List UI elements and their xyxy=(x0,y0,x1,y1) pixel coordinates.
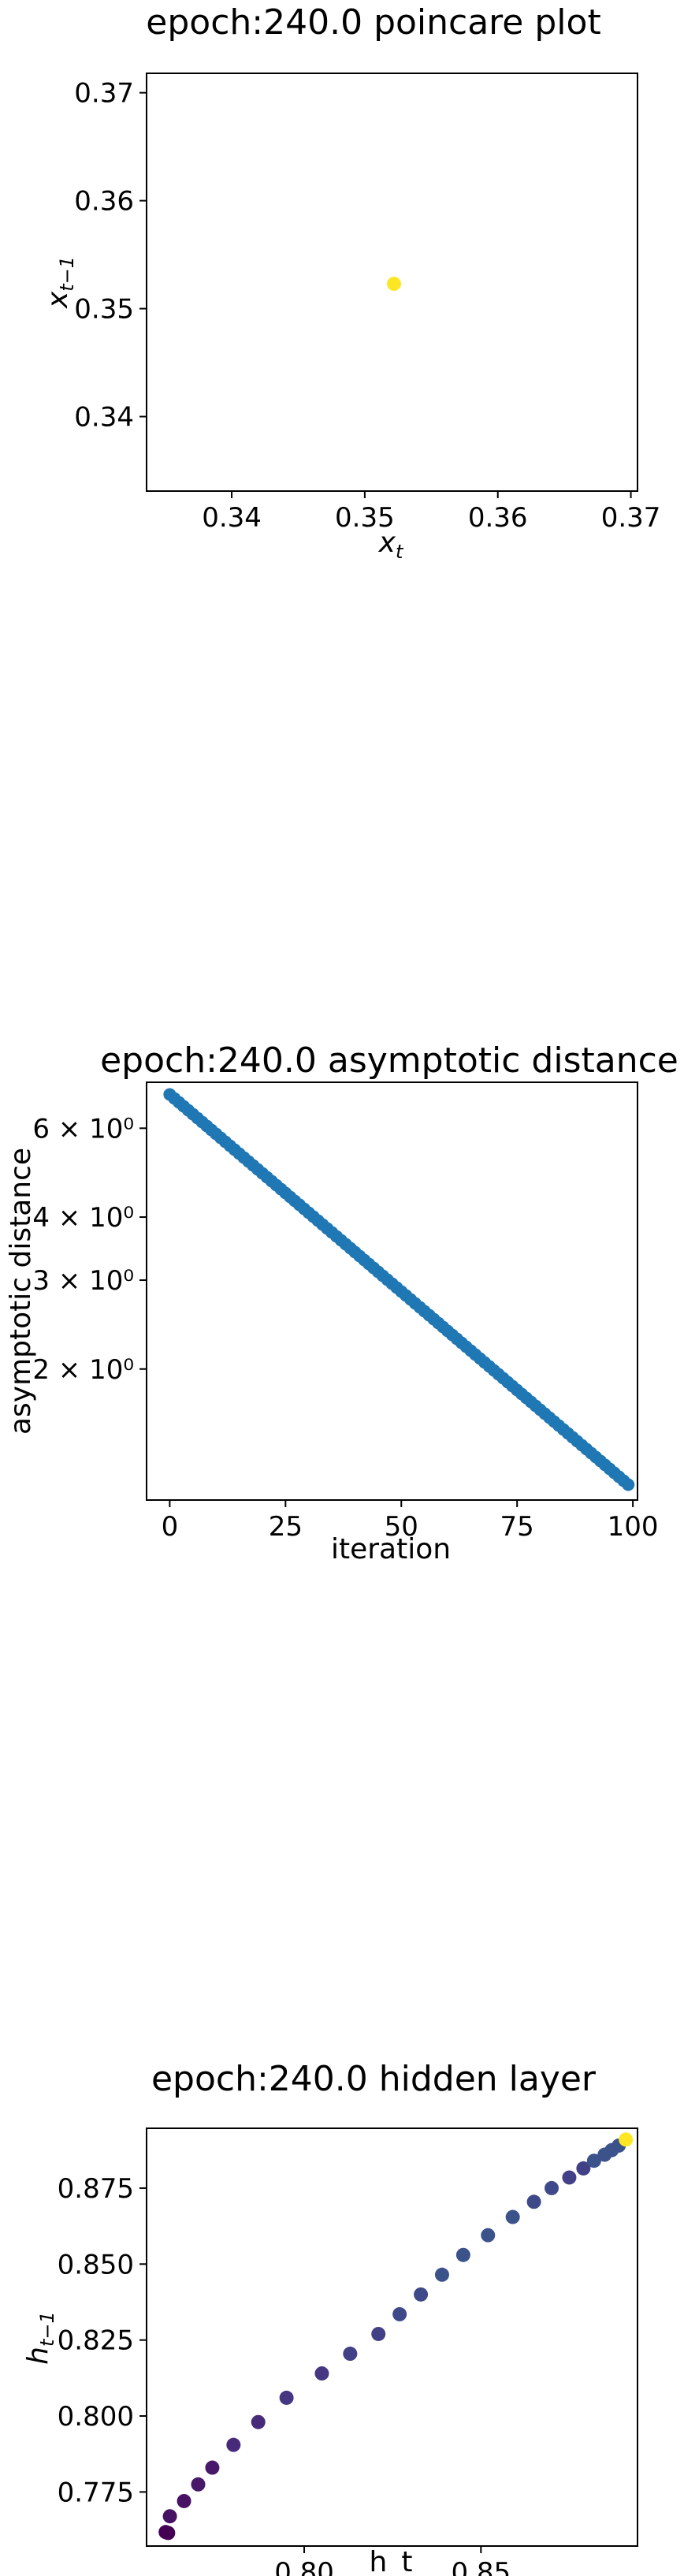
asymptotic-points xyxy=(163,1088,635,1491)
data-point xyxy=(414,2287,429,2302)
data-point xyxy=(162,2509,177,2524)
data-point xyxy=(226,2437,241,2452)
data-point xyxy=(619,2132,634,2147)
data-point xyxy=(505,2209,520,2224)
asymptotic-distance-chart: epoch:240.0 asymptotic distance 0 25 50 75 1… xyxy=(5,1040,678,1565)
data-point xyxy=(279,2390,294,2405)
y-tick-label: 4 × 10⁰ xyxy=(32,1202,134,1234)
data-point xyxy=(205,2460,220,2475)
poincare-x-axis-label: xt xyxy=(378,527,404,563)
data-point xyxy=(526,2194,541,2209)
hidden-layer-x-ticks: 0.80 0.85 xyxy=(274,2546,511,2576)
data-point xyxy=(191,2477,206,2492)
hidden-layer-chart: epoch:240.0 hidden layer 0.80 0.85 0.7750… xyxy=(22,2059,638,2576)
hidden-layer-points xyxy=(158,2132,634,2541)
data-point xyxy=(562,2170,577,2185)
y-tick-label: 0.775 xyxy=(58,2477,134,2508)
y-tick-label: 0.37 xyxy=(74,78,134,110)
asymptotic-y-axis-label: asymptotic distance xyxy=(5,1148,37,1435)
poincare-plot-area xyxy=(146,73,638,492)
data-point xyxy=(158,2525,173,2540)
data-point xyxy=(371,2326,386,2341)
y-tick-label: 2 × 10⁰ xyxy=(32,1354,134,1386)
asymptotic-y-ticks: 2 × 10⁰ 3 × 10⁰ 4 × 10⁰ 6 × 10⁰ xyxy=(32,1113,147,1386)
data-point xyxy=(392,2306,407,2321)
x-tick-label: 0 xyxy=(162,1511,179,1543)
data-point xyxy=(576,2161,591,2176)
y-tick-label: 0.35 xyxy=(74,294,134,326)
x-tick-label: 25 xyxy=(269,1511,303,1543)
asymptotic-x-axis-label: iteration xyxy=(331,1533,451,1565)
hidden-layer-title: epoch:240.0 hidden layer xyxy=(151,2059,597,2099)
poincare-chart: epoch:240.0 poincare plot 0.34 0.35 0.36 0.… xyxy=(42,2,660,563)
x-tick-label: 100 xyxy=(608,1511,659,1543)
x-tick-label: 0.37 xyxy=(601,502,661,534)
y-tick-label: 0.875 xyxy=(58,2173,134,2205)
poincare-title: epoch:240.0 poincare plot xyxy=(146,2,600,43)
hidden-layer-plot-area xyxy=(146,2127,638,2547)
x-tick-label: 0.80 xyxy=(274,2557,334,2576)
poincare-points xyxy=(387,277,402,292)
asymptotic-title: epoch:240.0 asymptotic distance xyxy=(100,1040,678,1081)
data-point xyxy=(387,277,402,292)
x-tick-label: 0.85 xyxy=(451,2557,511,2576)
x-tick-label: 50 xyxy=(385,1511,418,1543)
asymptotic-plot-area xyxy=(146,1081,638,1501)
y-tick-label: 0.34 xyxy=(74,402,134,434)
poincare-y-axis-label: xt−1 xyxy=(42,256,78,309)
x-tick-label: 0.36 xyxy=(468,502,528,534)
asymptotic-x-ticks: 0 25 50 75 100 xyxy=(162,1500,659,1543)
hidden-layer-x-axis-label: h_t xyxy=(370,2546,413,2576)
x-tick-label: 0.35 xyxy=(335,502,395,534)
poincare-x-ticks: 0.34 0.35 0.36 0.37 xyxy=(202,491,660,534)
data-point xyxy=(177,2493,191,2508)
data-point xyxy=(314,2366,329,2381)
y-tick-label: 0.800 xyxy=(58,2401,134,2433)
y-tick-label: 0.850 xyxy=(58,2249,134,2280)
data-point xyxy=(251,2414,266,2429)
x-tick-label: 0.34 xyxy=(202,502,262,534)
hidden-layer-y-axis-label: ht−1 xyxy=(22,2311,58,2365)
y-tick-label: 0.36 xyxy=(74,186,134,218)
data-point xyxy=(434,2267,449,2282)
data-point xyxy=(545,2180,559,2195)
hidden-layer-y-ticks: 0.775 0.800 0.825 0.850 0.875 xyxy=(58,2173,147,2508)
y-tick-label: 3 × 10⁰ xyxy=(32,1265,134,1297)
data-point xyxy=(622,1478,635,1491)
x-tick-label: 75 xyxy=(500,1511,534,1543)
data-point xyxy=(481,2228,496,2243)
y-tick-label: 6 × 10⁰ xyxy=(32,1113,134,1145)
data-point xyxy=(586,2153,601,2168)
data-point xyxy=(343,2347,358,2362)
poincare-y-ticks: 0.34 0.35 0.36 0.37 xyxy=(74,78,147,434)
y-tick-label: 0.825 xyxy=(58,2325,134,2357)
data-point xyxy=(455,2247,470,2262)
